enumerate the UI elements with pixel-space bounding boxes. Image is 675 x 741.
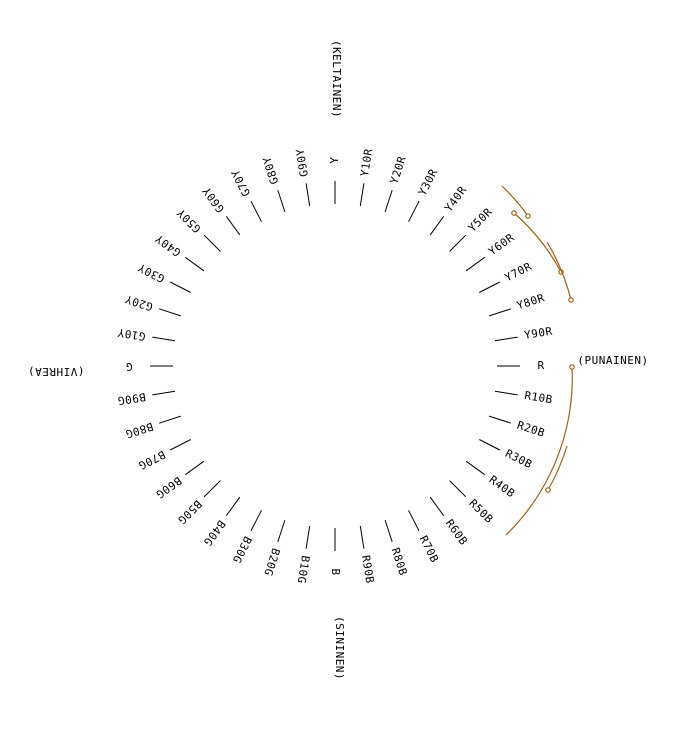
hue-tick <box>408 510 420 532</box>
accent-arc-4 <box>505 366 573 536</box>
hue-label-y20r: Y20R <box>388 154 409 185</box>
hue-label-y40r: Y40R <box>442 184 469 215</box>
hue-tick <box>494 336 518 342</box>
hue-tick <box>429 496 445 516</box>
hue-label-b90g: B90G <box>116 390 146 407</box>
primary-name-red: (PUNAINEN) <box>577 354 648 367</box>
hue-label-r40b: R40B <box>487 473 518 500</box>
hue-label-r20b: R20B <box>515 419 546 440</box>
hue-tick <box>225 216 241 236</box>
hue-label-b10g: B10G <box>295 554 312 584</box>
accent-dot <box>568 297 574 303</box>
hue-label-b: B <box>329 568 342 575</box>
hue-label-r90b: R90B <box>359 554 376 584</box>
hue-tick <box>305 183 311 207</box>
hue-label-r50b: R50B <box>466 497 495 526</box>
hue-label-r70b: R70B <box>417 534 442 565</box>
hue-tick <box>494 390 518 396</box>
hue-label-b70g: B70G <box>136 448 167 473</box>
hue-label-b40g: B40G <box>201 518 228 549</box>
hue-tick <box>408 200 420 222</box>
hue-tick <box>488 415 512 424</box>
hue-tick <box>152 336 176 342</box>
hue-label-g: G <box>125 360 132 373</box>
accent-dot <box>545 487 551 493</box>
hue-tick <box>250 510 262 532</box>
hue-tick <box>250 200 262 222</box>
hue-tick <box>488 308 512 317</box>
hue-label-r30b: R30B <box>503 447 534 472</box>
hue-tick <box>225 496 241 516</box>
hue-tick <box>384 519 393 543</box>
hue-tick <box>449 480 467 498</box>
hue-label-g10y: G10Y <box>116 326 146 343</box>
hue-label-g50y: G50Y <box>174 206 203 235</box>
accent-arc-2 <box>513 212 562 273</box>
hue-label-r80b: R80B <box>389 546 410 577</box>
hue-label-r10b: R10B <box>523 389 553 406</box>
hue-label-y50r: Y50R <box>466 205 495 234</box>
primary-name-blue: (SININEN) <box>333 616 346 680</box>
accent-dot <box>511 210 517 216</box>
hue-label-g90y: G90Y <box>294 147 311 177</box>
hue-tick <box>465 256 485 272</box>
hue-tick <box>429 216 445 236</box>
hue-tick <box>479 281 501 293</box>
hue-label-g30y: G30Y <box>136 261 167 286</box>
hue-tick <box>359 525 365 549</box>
accent-arcs <box>501 185 575 536</box>
hue-label-y90r: Y90R <box>523 325 553 342</box>
hue-tick <box>152 390 176 396</box>
hue-tick <box>185 256 205 272</box>
hue-label-b20g: B20G <box>261 546 282 577</box>
accent-arc-5 <box>547 445 568 491</box>
hue-tick <box>203 234 221 252</box>
hue-label-y60r: Y60R <box>486 231 517 258</box>
hue-label-y: Y <box>328 156 341 163</box>
hue-tick <box>465 460 485 476</box>
accent-dot <box>569 364 575 370</box>
hue-label-g80y: G80Y <box>260 155 281 186</box>
hue-tick <box>277 519 286 543</box>
hue-label-g70y: G70Y <box>229 167 254 198</box>
hue-tick <box>384 189 393 213</box>
primary-name-green: (VIHREA) <box>28 365 85 378</box>
hue-tick <box>277 189 286 213</box>
hue-tick <box>479 439 501 451</box>
hue-tick-marks <box>150 181 520 551</box>
hue-label-b60g: B60G <box>153 474 184 501</box>
hue-tick <box>449 234 467 252</box>
accent-dot <box>525 213 531 219</box>
hue-tick <box>185 460 205 476</box>
hue-tick <box>158 308 182 317</box>
hue-tick <box>305 525 311 549</box>
hue-label-y70r: Y70R <box>503 260 534 285</box>
accent-arc-3 <box>546 241 572 301</box>
hue-label-y30r: Y30R <box>416 167 441 198</box>
hue-tick <box>169 439 191 451</box>
hue-label-y80r: Y80R <box>515 291 546 312</box>
hue-tick <box>359 183 365 207</box>
hue-tick <box>158 415 182 424</box>
hue-tick <box>203 480 221 498</box>
hue-label-b50g: B50G <box>175 497 204 526</box>
hue-label-g40y: G40Y <box>153 232 184 259</box>
hue-label-y10r: Y10R <box>358 147 375 177</box>
primary-name-yellow: (KELTAINEN) <box>330 40 343 118</box>
hue-label-r60b: R60B <box>443 517 470 548</box>
hue-tick <box>169 281 191 293</box>
hue-label-g20y: G20Y <box>123 292 154 313</box>
hue-label-r: R <box>537 359 544 372</box>
hue-label-b80g: B80G <box>124 420 155 441</box>
hue-label-g60y: G60Y <box>200 184 227 215</box>
hue-label-b30g: B30G <box>230 534 255 565</box>
